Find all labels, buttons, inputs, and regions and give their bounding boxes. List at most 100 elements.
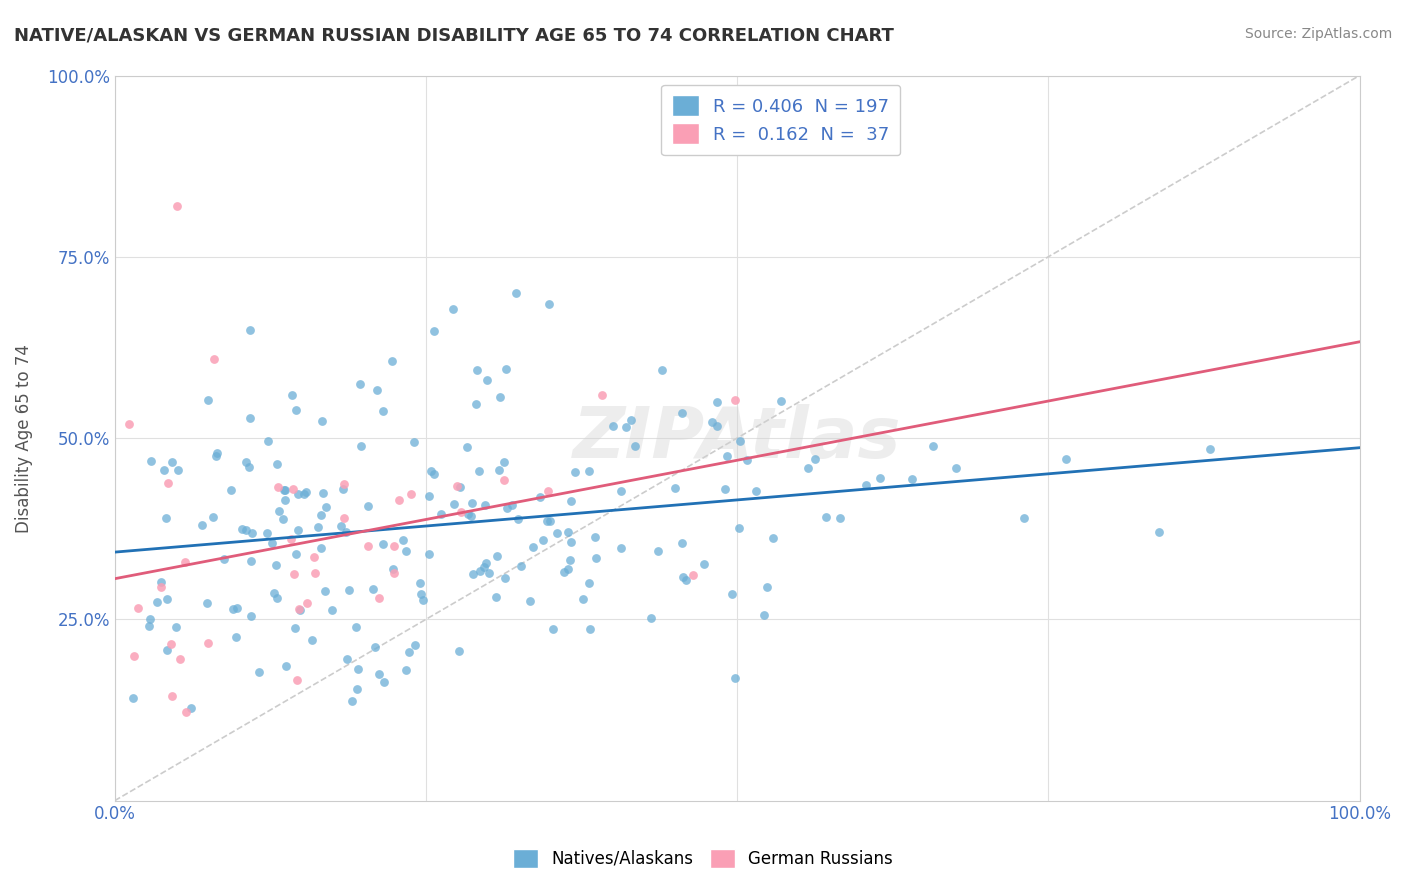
Point: [614, 420, 637, 434]
Point: [651, 363, 673, 377]
Point: [267, 504, 290, 518]
Point: [350, 439, 373, 453]
Point: [443, 302, 465, 317]
Point: [465, 363, 488, 377]
Point: [510, 559, 533, 574]
Point: [266, 457, 288, 471]
Point: [301, 632, 323, 647]
Point: [156, 643, 179, 657]
Point: [770, 394, 793, 409]
Point: [357, 499, 380, 513]
Point: [541, 622, 564, 636]
Point: [560, 494, 582, 508]
Text: Source: ZipAtlas.com: Source: ZipAtlas.com: [1244, 27, 1392, 41]
Point: [225, 630, 247, 644]
Point: [797, 461, 820, 475]
Point: [238, 460, 260, 475]
Point: [340, 694, 363, 708]
Point: [266, 591, 288, 605]
Point: [1012, 511, 1035, 525]
Point: [266, 480, 288, 494]
Point: [620, 413, 643, 427]
Point: [1147, 524, 1170, 539]
Point: [219, 483, 242, 498]
Point: [312, 485, 335, 500]
Point: [727, 520, 749, 534]
Point: [329, 519, 352, 533]
Point: [814, 510, 837, 524]
Point: [399, 487, 422, 501]
Point: [202, 352, 225, 367]
Point: [752, 608, 775, 623]
Point: [388, 493, 411, 508]
Point: [309, 541, 332, 555]
Point: [472, 560, 495, 574]
Point: [461, 496, 484, 510]
Point: [557, 562, 579, 576]
Point: [531, 533, 554, 547]
Point: [610, 541, 633, 556]
Point: [664, 481, 686, 495]
Point: [505, 285, 527, 300]
Point: [204, 449, 226, 463]
Point: [366, 384, 388, 398]
Point: [139, 454, 162, 468]
Point: [423, 467, 446, 481]
Point: [755, 580, 778, 594]
Point: [560, 535, 582, 549]
Point: [474, 498, 496, 512]
Point: [519, 593, 541, 607]
Point: [155, 510, 177, 524]
Point: [197, 392, 219, 407]
Point: [373, 537, 395, 551]
Point: [285, 547, 308, 561]
Point: [292, 487, 315, 501]
Point: [235, 523, 257, 537]
Point: [382, 566, 405, 580]
Y-axis label: Disability Age 65 to 74: Disability Age 65 to 74: [15, 343, 32, 533]
Point: [501, 498, 523, 512]
Point: [945, 461, 967, 475]
Point: [724, 392, 747, 407]
Point: [901, 472, 924, 486]
Point: [361, 582, 384, 596]
Point: [160, 636, 183, 650]
Point: [314, 584, 336, 599]
Point: [682, 567, 704, 582]
Point: [332, 482, 354, 496]
Point: [191, 518, 214, 533]
Point: [675, 573, 697, 587]
Point: [283, 567, 305, 582]
Point: [247, 665, 270, 679]
Point: [409, 575, 432, 590]
Point: [418, 490, 440, 504]
Point: [321, 603, 343, 617]
Point: [671, 570, 693, 584]
Point: [368, 667, 391, 681]
Point: [382, 539, 405, 553]
Point: [553, 565, 575, 579]
Point: [162, 690, 184, 704]
Point: [309, 508, 332, 523]
Point: [610, 484, 633, 499]
Point: [347, 663, 370, 677]
Point: [335, 524, 357, 539]
Point: [830, 511, 852, 525]
Point: [266, 558, 288, 573]
Point: [263, 585, 285, 599]
Point: [443, 497, 465, 511]
Point: [240, 554, 263, 568]
Text: ZIPAtlas: ZIPAtlas: [572, 403, 901, 473]
Point: [478, 566, 501, 580]
Point: [640, 610, 662, 624]
Point: [508, 512, 530, 526]
Point: [449, 644, 471, 658]
Point: [624, 439, 647, 453]
Point: [146, 595, 169, 609]
Point: [468, 464, 491, 478]
Point: [287, 601, 309, 615]
Point: [522, 540, 544, 554]
Point: [585, 530, 607, 544]
Point: [495, 362, 517, 376]
Point: [449, 480, 471, 494]
